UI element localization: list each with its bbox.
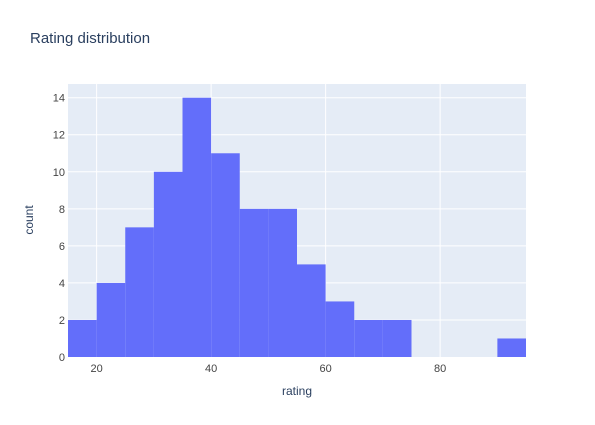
y-tick-label: 8 — [59, 204, 65, 216]
y-tick-label: 14 — [53, 93, 65, 105]
y-tick-label: 6 — [59, 241, 65, 253]
y-tick-label: 10 — [53, 167, 65, 179]
bars — [68, 97, 526, 357]
histogram-bar — [268, 208, 297, 357]
y-tick-label: 2 — [59, 315, 65, 327]
histogram-bar — [96, 282, 126, 357]
x-axis-title: rating — [282, 384, 312, 398]
chart-title: Rating distribution — [30, 30, 150, 47]
x-tick-label: 80 — [434, 363, 446, 375]
y-tick-label: 0 — [59, 352, 65, 364]
y-tick-label: 12 — [53, 130, 65, 142]
histogram-bar — [211, 153, 240, 357]
histogram-bar — [68, 319, 97, 357]
histogram-bar — [497, 338, 526, 357]
x-tick-label: 60 — [320, 363, 332, 375]
x-tick-label: 40 — [205, 363, 217, 375]
x-tick-labels: 20 40 60 80 — [91, 363, 447, 375]
y-axis-title: count — [22, 205, 36, 235]
histogram-bar — [239, 208, 269, 357]
histogram-bar — [382, 319, 412, 357]
histogram-bar — [325, 301, 355, 357]
y-tick-labels: 0 2 4 6 8 10 12 14 — [53, 93, 65, 364]
histogram-bar — [153, 171, 183, 357]
histogram-bar — [125, 227, 154, 357]
histogram-bar — [297, 264, 326, 357]
histogram-bar — [354, 319, 383, 357]
histogram-bar — [182, 97, 212, 357]
y-tick-label: 4 — [59, 278, 65, 290]
x-tick-label: 20 — [91, 363, 103, 375]
